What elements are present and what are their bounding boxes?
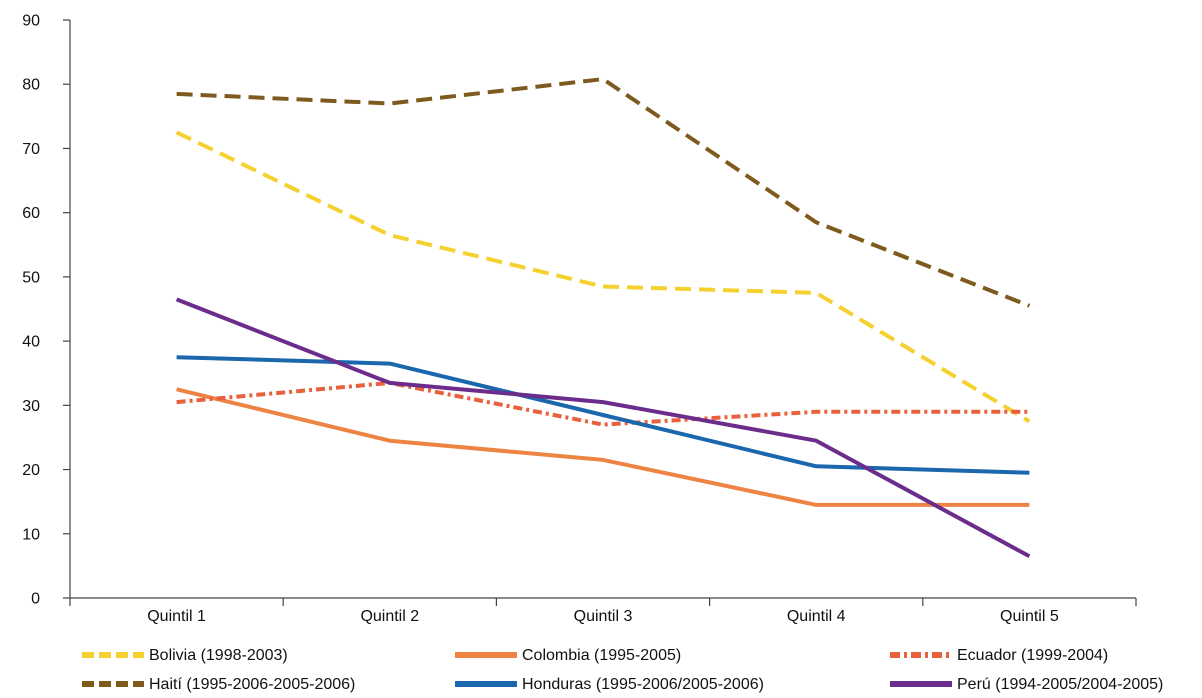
legend-item-colombia: Colombia (1995-2005) [455, 647, 681, 664]
y-tick-label: 10 [22, 526, 40, 543]
legend-label: Perú (1994-2005/2004-2005) [957, 676, 1163, 693]
y-tick-label: 70 [22, 141, 40, 158]
x-tick-label: Quintil 4 [787, 608, 846, 625]
x-tick-label: Quintil 3 [574, 608, 633, 625]
legend-label: Ecuador (1999-2004) [957, 647, 1108, 664]
axes [69, 20, 1136, 599]
y-ticks: 0 10 20 30 40 50 60 70 80 90 [22, 13, 70, 608]
y-tick-label: 0 [31, 591, 40, 608]
series-line-peru [175, 297, 1031, 559]
y-tick-label: 90 [22, 13, 40, 30]
legend-item-haiti: Haití (1995-2006-2005-2006) [82, 676, 355, 693]
x-tick-label: Quintil 2 [360, 608, 419, 625]
legend-label: Haití (1995-2006-2005-2006) [149, 676, 355, 693]
y-tick-label: 20 [22, 462, 40, 479]
legend-item-honduras: Honduras (1995-2006/2005-2006) [455, 676, 764, 693]
x-ticks: Quintil 1 Quintil 2 Quintil 3 Quintil 4 Quin… [69, 598, 1137, 625]
y-tick-label: 40 [22, 334, 40, 351]
legend-item-ecuador: Ecuador (1999-2004) [890, 647, 1108, 664]
legend: Bolivia (1998-2003) Colombia (1995-2005) E… [82, 647, 1163, 693]
x-tick-label: Quintil 1 [147, 608, 206, 625]
legend-item-peru: Perú (1994-2005/2004-2005) [890, 676, 1163, 693]
y-tick-label: 30 [22, 398, 40, 415]
series-lines [175, 77, 1031, 559]
legend-label: Bolivia (1998-2003) [149, 647, 288, 664]
series-line-ecuador [176, 380, 1030, 427]
series-line-haiti [176, 77, 1031, 308]
series-line-bolivia [175, 130, 1031, 424]
y-tick-label: 80 [22, 77, 40, 94]
legend-item-bolivia: Bolivia (1998-2003) [82, 647, 288, 664]
y-tick-label: 50 [22, 269, 40, 286]
x-tick-label: Quintil 5 [1000, 608, 1059, 625]
legend-label: Honduras (1995-2006/2005-2006) [522, 676, 764, 693]
y-tick-label: 60 [22, 205, 40, 222]
legend-label: Colombia (1995-2005) [522, 647, 681, 664]
